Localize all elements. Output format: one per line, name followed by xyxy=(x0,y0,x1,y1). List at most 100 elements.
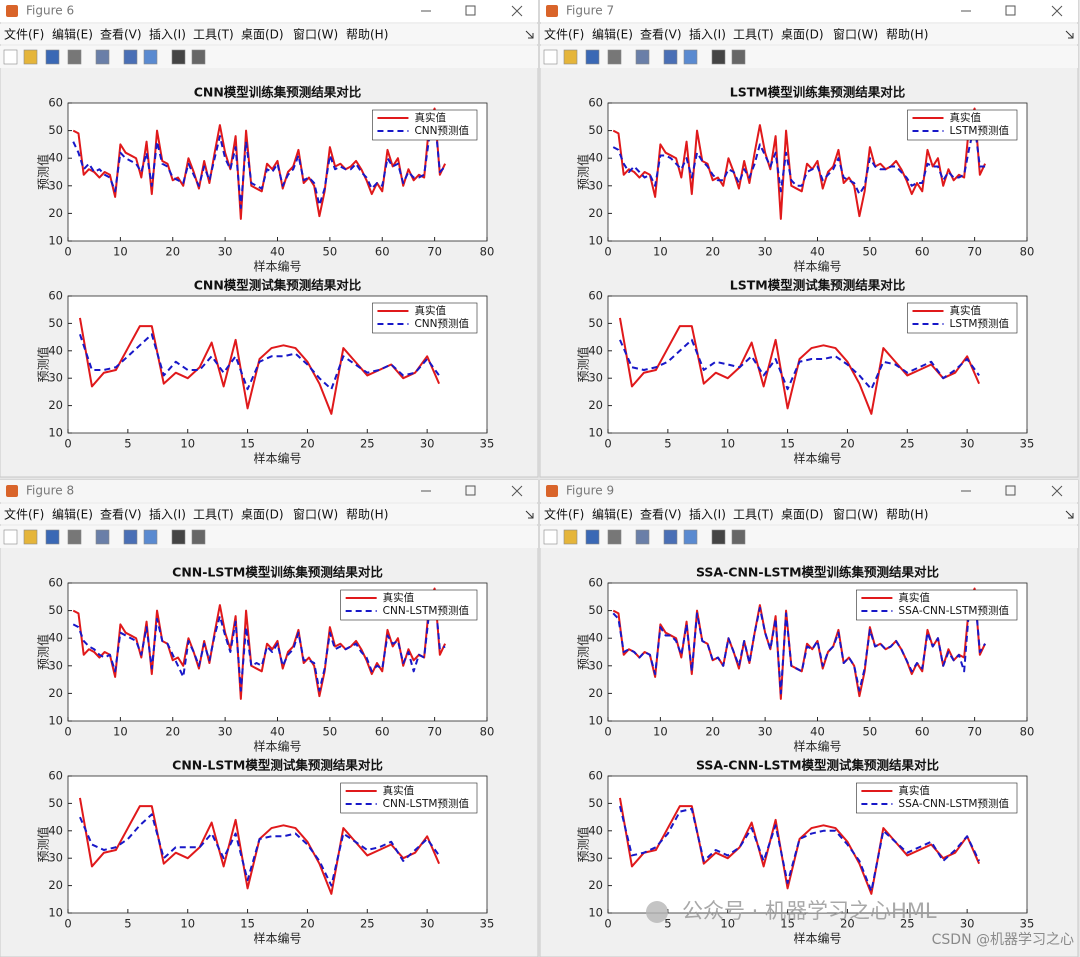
menu-item[interactable]: 文件(F) xyxy=(544,507,584,522)
toolbar-button[interactable] xyxy=(543,49,558,65)
menu-item[interactable]: 桌面(D) xyxy=(241,28,284,42)
y-tick-label: 30 xyxy=(48,851,63,865)
close-button[interactable] xyxy=(1051,485,1063,497)
menu-item[interactable]: 窗口(W) xyxy=(833,28,878,42)
x-tick-label: 20 xyxy=(165,725,180,739)
data-line xyxy=(78,317,441,415)
maximize-button[interactable] xyxy=(465,5,476,16)
y-tick-label: 50 xyxy=(48,123,63,137)
toolbar-button[interactable] xyxy=(711,49,726,65)
axes-box xyxy=(607,102,1028,242)
toolbar-button[interactable] xyxy=(635,529,650,545)
menu-item[interactable]: 帮助(H) xyxy=(346,508,388,522)
menu-item[interactable]: 工具(T) xyxy=(193,28,234,42)
x-tick-label: 0 xyxy=(604,245,611,259)
menu-item[interactable]: 窗口(W) xyxy=(833,508,878,522)
toolbar-button[interactable] xyxy=(123,529,138,545)
menu-item[interactable]: 工具(T) xyxy=(733,28,774,42)
menu-item[interactable]: 窗口(W) xyxy=(293,28,338,42)
menu-item[interactable]: 文件(F) xyxy=(4,507,44,522)
menu-item[interactable]: 桌面(D) xyxy=(241,508,284,522)
close-button[interactable] xyxy=(511,5,523,17)
menu-item[interactable]: 插入(I) xyxy=(149,28,186,42)
menu-item[interactable]: 插入(I) xyxy=(689,508,726,522)
maximize-button[interactable] xyxy=(1005,5,1016,16)
title-bar xyxy=(540,480,1078,502)
menu-item[interactable]: 文件(F) xyxy=(544,27,584,42)
menu-item[interactable]: 帮助(H) xyxy=(346,28,388,42)
toolbar-button[interactable] xyxy=(663,49,678,65)
menu-item[interactable]: 查看(V) xyxy=(100,28,142,42)
x-tick-label: 60 xyxy=(915,245,930,259)
menu-item[interactable]: 编辑(E) xyxy=(592,27,633,42)
maximize-button[interactable] xyxy=(465,485,476,496)
toolbar-button[interactable] xyxy=(95,49,110,65)
toolbar-button[interactable] xyxy=(3,49,18,65)
x-axis-label: 样本编号 xyxy=(793,931,841,946)
toolbar-button[interactable] xyxy=(67,49,82,65)
x-tick-label: 0 xyxy=(604,725,611,739)
toolbar-button[interactable] xyxy=(171,529,186,545)
x-tick-label: 10 xyxy=(113,245,128,259)
y-tick-label: 40 xyxy=(588,823,603,837)
y-tick-label: 10 xyxy=(48,714,63,728)
toolbar-button[interactable] xyxy=(731,49,746,65)
toolbar-button[interactable] xyxy=(635,49,650,65)
chart-title: CNN模型训练集预测结果对比 xyxy=(194,85,362,100)
toolbar-button[interactable] xyxy=(191,529,206,545)
toolbar-button[interactable] xyxy=(191,49,206,65)
toolbar-button[interactable] xyxy=(23,529,38,545)
toolbar-button[interactable] xyxy=(607,49,622,65)
menu-item[interactable]: 编辑(E) xyxy=(52,507,93,522)
toolbar-button[interactable] xyxy=(585,49,600,65)
menu-item[interactable]: 文件(F) xyxy=(4,27,44,42)
menu-item[interactable]: 编辑(E) xyxy=(592,507,633,522)
y-tick-label: 40 xyxy=(588,343,603,357)
x-tick-label: 0 xyxy=(64,245,71,259)
toolbar-button[interactable] xyxy=(67,529,82,545)
menu-item[interactable]: 查看(V) xyxy=(100,508,142,522)
legend-label: CNN预测值 xyxy=(414,124,469,137)
toolbar-button[interactable] xyxy=(607,529,622,545)
toolbar-button[interactable] xyxy=(143,529,158,545)
maximize-button[interactable] xyxy=(1005,485,1016,496)
y-tick-label: 40 xyxy=(48,823,63,837)
close-button[interactable] xyxy=(1051,5,1063,17)
toolbar-button[interactable] xyxy=(711,529,726,545)
data-line xyxy=(618,805,981,893)
menu-item[interactable]: 工具(T) xyxy=(733,508,774,522)
toolbar-button[interactable] xyxy=(543,529,558,545)
menu-item[interactable]: 窗口(W) xyxy=(293,508,338,522)
toolbar-button[interactable] xyxy=(95,529,110,545)
close-button[interactable] xyxy=(511,485,523,497)
toolbar-button[interactable] xyxy=(585,529,600,545)
toolbar-button[interactable] xyxy=(3,529,18,545)
menu-item[interactable]: 桌面(D) xyxy=(781,508,824,522)
toolbar-button[interactable] xyxy=(683,529,698,545)
toolbar-button[interactable] xyxy=(171,49,186,65)
menu-item[interactable]: 帮助(H) xyxy=(886,28,928,42)
toolbar-button[interactable] xyxy=(563,529,578,545)
menu-item[interactable]: 工具(T) xyxy=(193,508,234,522)
toolbar-button[interactable] xyxy=(143,49,158,65)
legend-box xyxy=(340,782,478,814)
menu-item[interactable]: 帮助(H) xyxy=(886,508,928,522)
toolbar-button[interactable] xyxy=(45,49,60,65)
y-tick-label: 10 xyxy=(588,426,603,440)
menu-item[interactable]: 查看(V) xyxy=(640,28,682,42)
toolbar-button[interactable] xyxy=(563,49,578,65)
menu-item[interactable]: 插入(I) xyxy=(149,508,186,522)
toolbar-button[interactable] xyxy=(45,529,60,545)
toolbar-button[interactable] xyxy=(663,529,678,545)
toolbar-button[interactable] xyxy=(683,49,698,65)
menu-item[interactable]: 插入(I) xyxy=(689,28,726,42)
toolbar-button[interactable] xyxy=(731,529,746,545)
toolbar-button[interactable] xyxy=(23,49,38,65)
menu-item[interactable]: 查看(V) xyxy=(640,508,682,522)
legend-label: 真实值 xyxy=(898,784,930,797)
toolbar-button[interactable] xyxy=(123,49,138,65)
app-icon xyxy=(6,5,18,17)
menu-item[interactable]: 桌面(D) xyxy=(781,28,824,42)
menu-item[interactable]: 编辑(E) xyxy=(52,27,93,42)
legend-box xyxy=(907,302,1018,334)
